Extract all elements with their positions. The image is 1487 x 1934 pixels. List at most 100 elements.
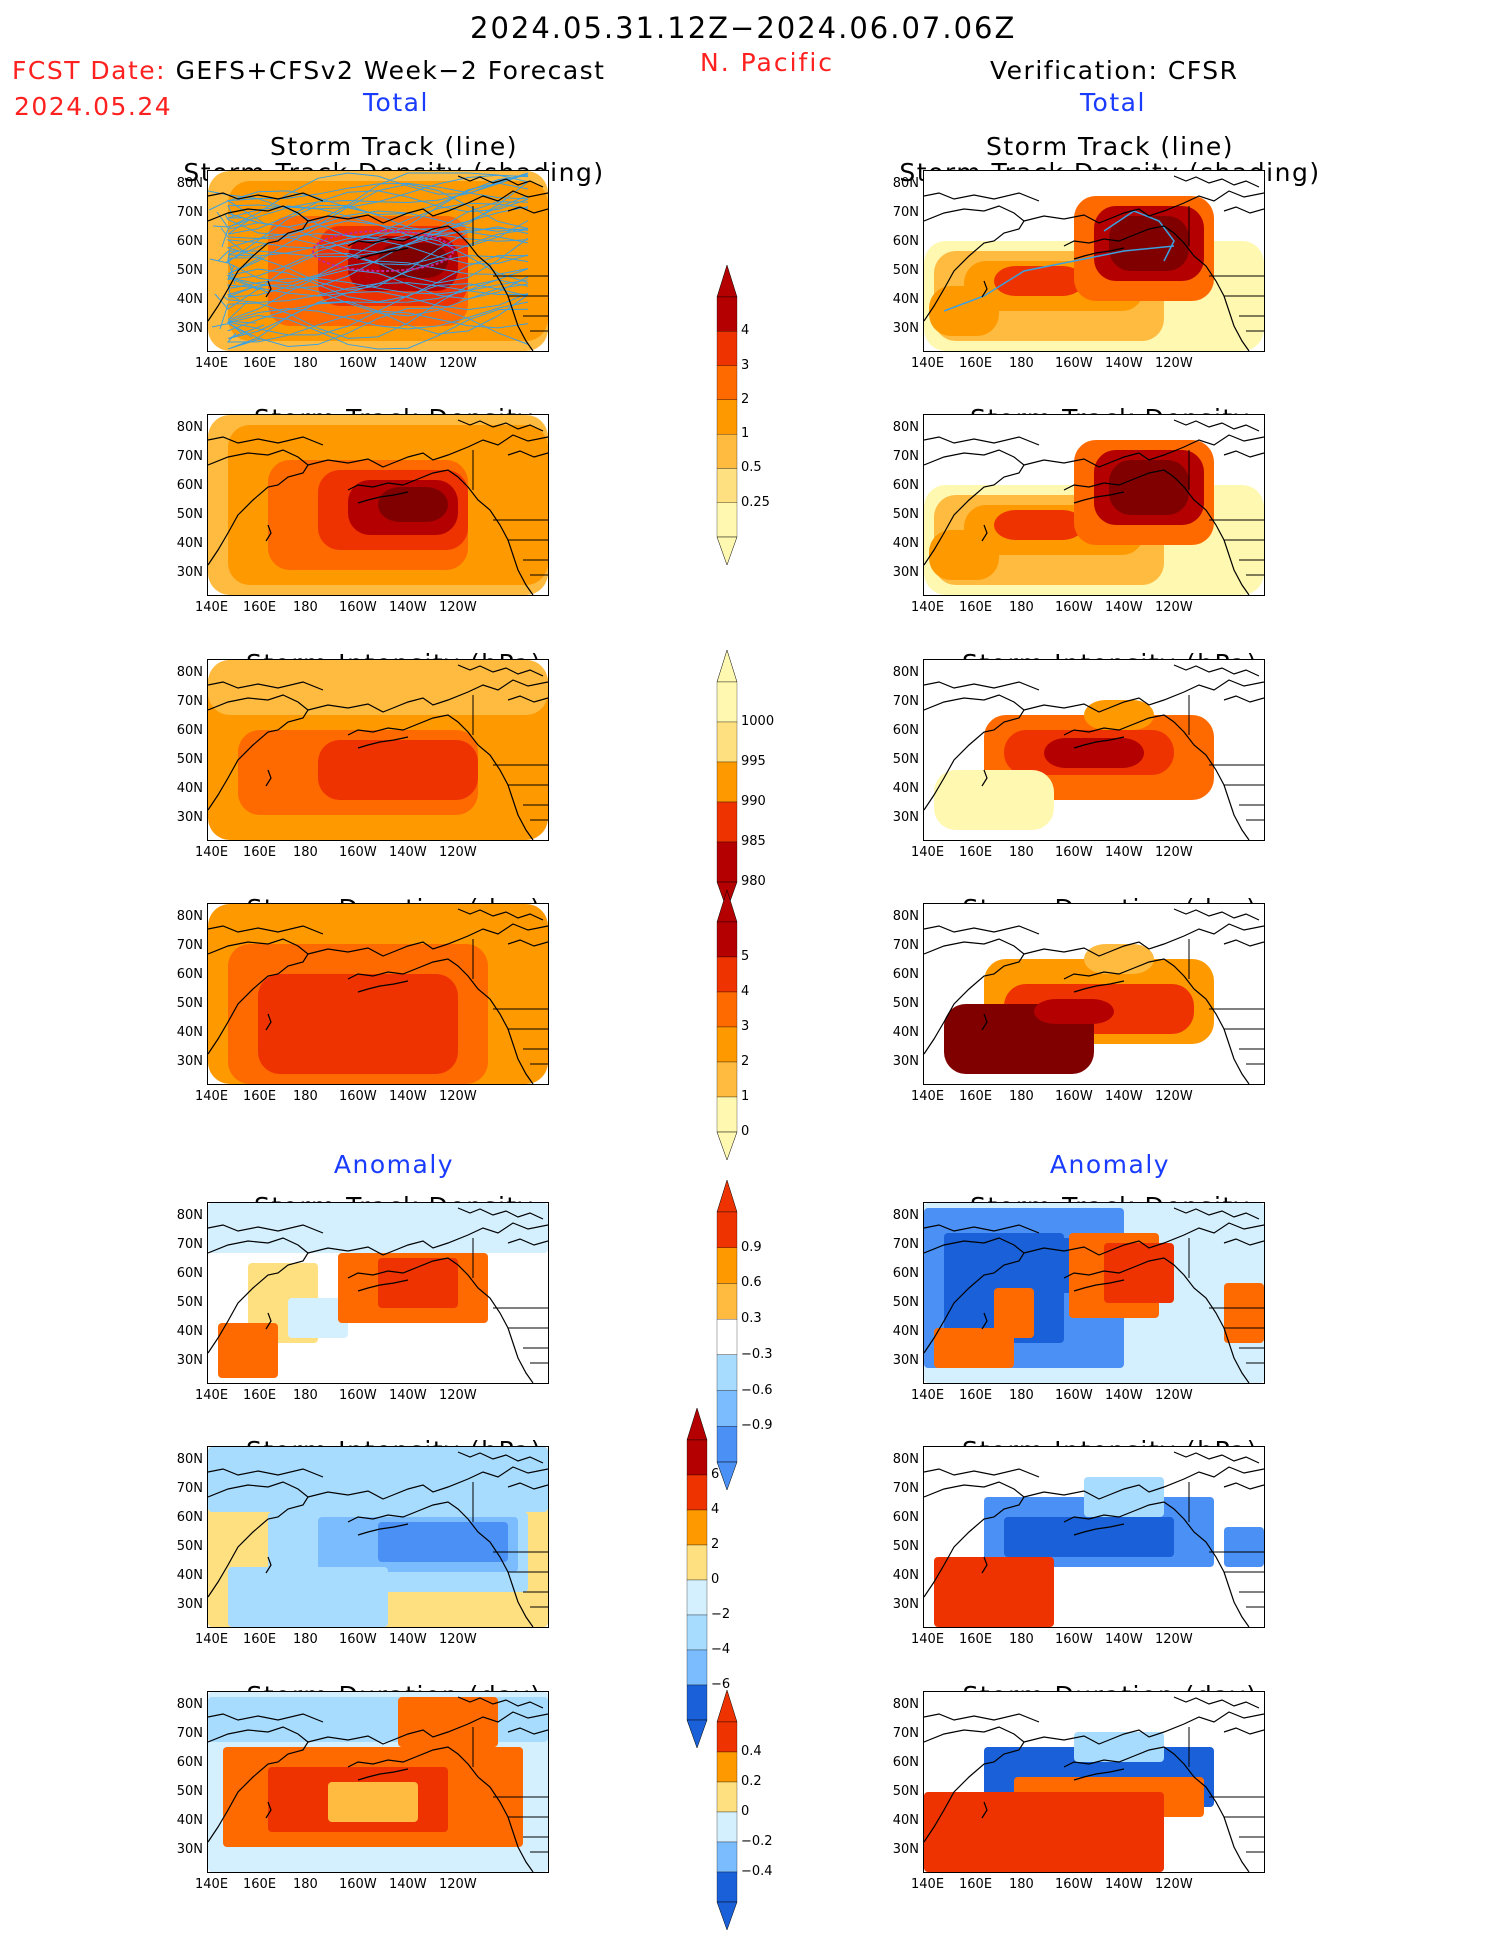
coastline <box>1173 1451 1260 1464</box>
lon-tick-label: 180 <box>1009 600 1034 615</box>
lon-tick-label: 180 <box>293 1877 318 1892</box>
lon-tick-label: 140W <box>1105 1877 1143 1892</box>
map-svg-intensity-right <box>924 664 1264 840</box>
coastline <box>1173 908 1260 921</box>
lat-tick-label: 60N <box>176 1266 203 1281</box>
lat-tick-label: 30N <box>892 321 919 336</box>
coastline <box>1063 958 1250 1084</box>
lon-tick-label: 180 <box>293 600 318 615</box>
shade-cell <box>1109 216 1189 271</box>
lat-tick-label: 80N <box>176 909 203 924</box>
colorbar-segment <box>716 1211 738 1248</box>
lat-tick-label: 30N <box>176 1597 203 1612</box>
coastline <box>981 1013 988 1031</box>
colorbar-segment <box>686 1684 708 1721</box>
lat-tick-label: 30N <box>892 810 919 825</box>
colorbar-label: 4 <box>711 1502 720 1517</box>
lat-tick-label: 50N <box>176 507 203 522</box>
storm-track-line <box>216 172 529 229</box>
coastline <box>265 769 272 787</box>
border-line <box>508 1028 548 1065</box>
map-svg-track-density-left <box>208 415 548 595</box>
panel-title-track-line-right: Storm Track (line) <box>985 132 1235 161</box>
lat-tick-label: 60N <box>892 234 919 249</box>
coastline <box>1073 1523 1125 1536</box>
coastline <box>1063 225 1250 351</box>
coastline <box>1173 1696 1260 1709</box>
border-line <box>1224 1571 1264 1608</box>
shade-cell <box>378 487 448 522</box>
lon-tick-label: 160E <box>243 845 277 860</box>
lat-tick-label: 70N <box>892 205 919 220</box>
shade-cell <box>934 1557 1054 1627</box>
colorbar-segment <box>716 296 738 332</box>
colorbar-segment <box>716 1871 738 1903</box>
lon-tick-label: 180 <box>1009 1632 1034 1647</box>
coastline <box>1073 491 1125 504</box>
lat-tick-label: 30N <box>176 1842 203 1857</box>
lon-tick-label: 120W <box>1155 845 1193 860</box>
storm-track-line <box>227 239 529 281</box>
coastline <box>457 419 544 432</box>
coastline <box>1063 1746 1250 1872</box>
lon-tick-label: 140W <box>389 1877 427 1892</box>
coastline <box>208 449 309 566</box>
colorbar-label: 0.9 <box>741 1239 762 1255</box>
shade-cell <box>288 1298 348 1338</box>
storm-track-line <box>1103 210 1175 262</box>
colorbar-label: 980 <box>741 874 766 889</box>
colorbar-segment <box>686 1614 708 1651</box>
coastline <box>347 714 534 840</box>
lat-tick-label: 40N <box>892 1025 919 1040</box>
lat-tick-label: 80N <box>892 1697 919 1712</box>
coastline <box>307 679 548 713</box>
border-line <box>1224 1327 1264 1364</box>
map-svg-duration-left <box>208 904 548 1084</box>
coastline <box>1223 939 1264 947</box>
coastline <box>347 1501 534 1627</box>
lon-tick-label: 160W <box>1055 1877 1093 1892</box>
storm-track-line <box>227 174 529 217</box>
lat-tick-label: 80N <box>176 1697 203 1712</box>
border-line <box>508 1571 548 1608</box>
lat-tick-label: 60N <box>892 478 919 493</box>
lat-tick-label: 70N <box>176 1726 203 1741</box>
lat-tick-label: 40N <box>176 292 203 307</box>
lon-tick-label: 160W <box>1055 356 1093 371</box>
lon-tick-label: 180 <box>1009 356 1034 371</box>
lat-tick-label: 40N <box>176 781 203 796</box>
colorbar-intensity-anom <box>685 1407 715 1752</box>
colorbar-label: 6 <box>711 1467 720 1482</box>
coastline <box>924 1468 1040 1478</box>
colorbar-label: 3 <box>741 357 750 373</box>
lat-tick-label: 60N <box>176 234 203 249</box>
border-line <box>508 539 548 576</box>
lon-tick-label: 140W <box>389 1632 427 1647</box>
shade-cell <box>994 1288 1034 1338</box>
coastline <box>208 205 309 322</box>
map-svg-track-line-left <box>208 171 548 351</box>
coastline <box>347 469 534 595</box>
lon-tick-label: 140W <box>389 845 427 860</box>
lat-tick-label: 30N <box>176 810 203 825</box>
lon-tick-label: 140E <box>911 1632 945 1647</box>
colorbar-segment <box>686 1544 708 1581</box>
lat-tick-label: 40N <box>892 1324 919 1339</box>
lon-tick-label: 120W <box>439 1089 477 1104</box>
lat-tick-label: 40N <box>176 536 203 551</box>
colorbar-label: 2 <box>711 1537 720 1552</box>
date-range-title: 2024.05.31.12Z−2024.06.07.06Z <box>470 11 1017 45</box>
lat-tick-label: 70N <box>176 205 203 220</box>
lon-tick-label: 120W <box>439 600 477 615</box>
coastline <box>924 1481 1025 1598</box>
lon-tick-label: 140E <box>195 1632 229 1647</box>
lon-tick-label: 140E <box>911 1388 945 1403</box>
lat-tick-label: 70N <box>892 694 919 709</box>
lon-tick-label: 160E <box>959 845 993 860</box>
map-svg-track-line-right <box>924 175 1264 351</box>
lat-tick-label: 30N <box>892 1353 919 1368</box>
colorbar-segment <box>716 1751 738 1783</box>
lon-tick-label: 180 <box>1009 1089 1034 1104</box>
coastline <box>1023 434 1264 468</box>
right-anomaly-label: Anomaly <box>1049 1150 1171 1179</box>
